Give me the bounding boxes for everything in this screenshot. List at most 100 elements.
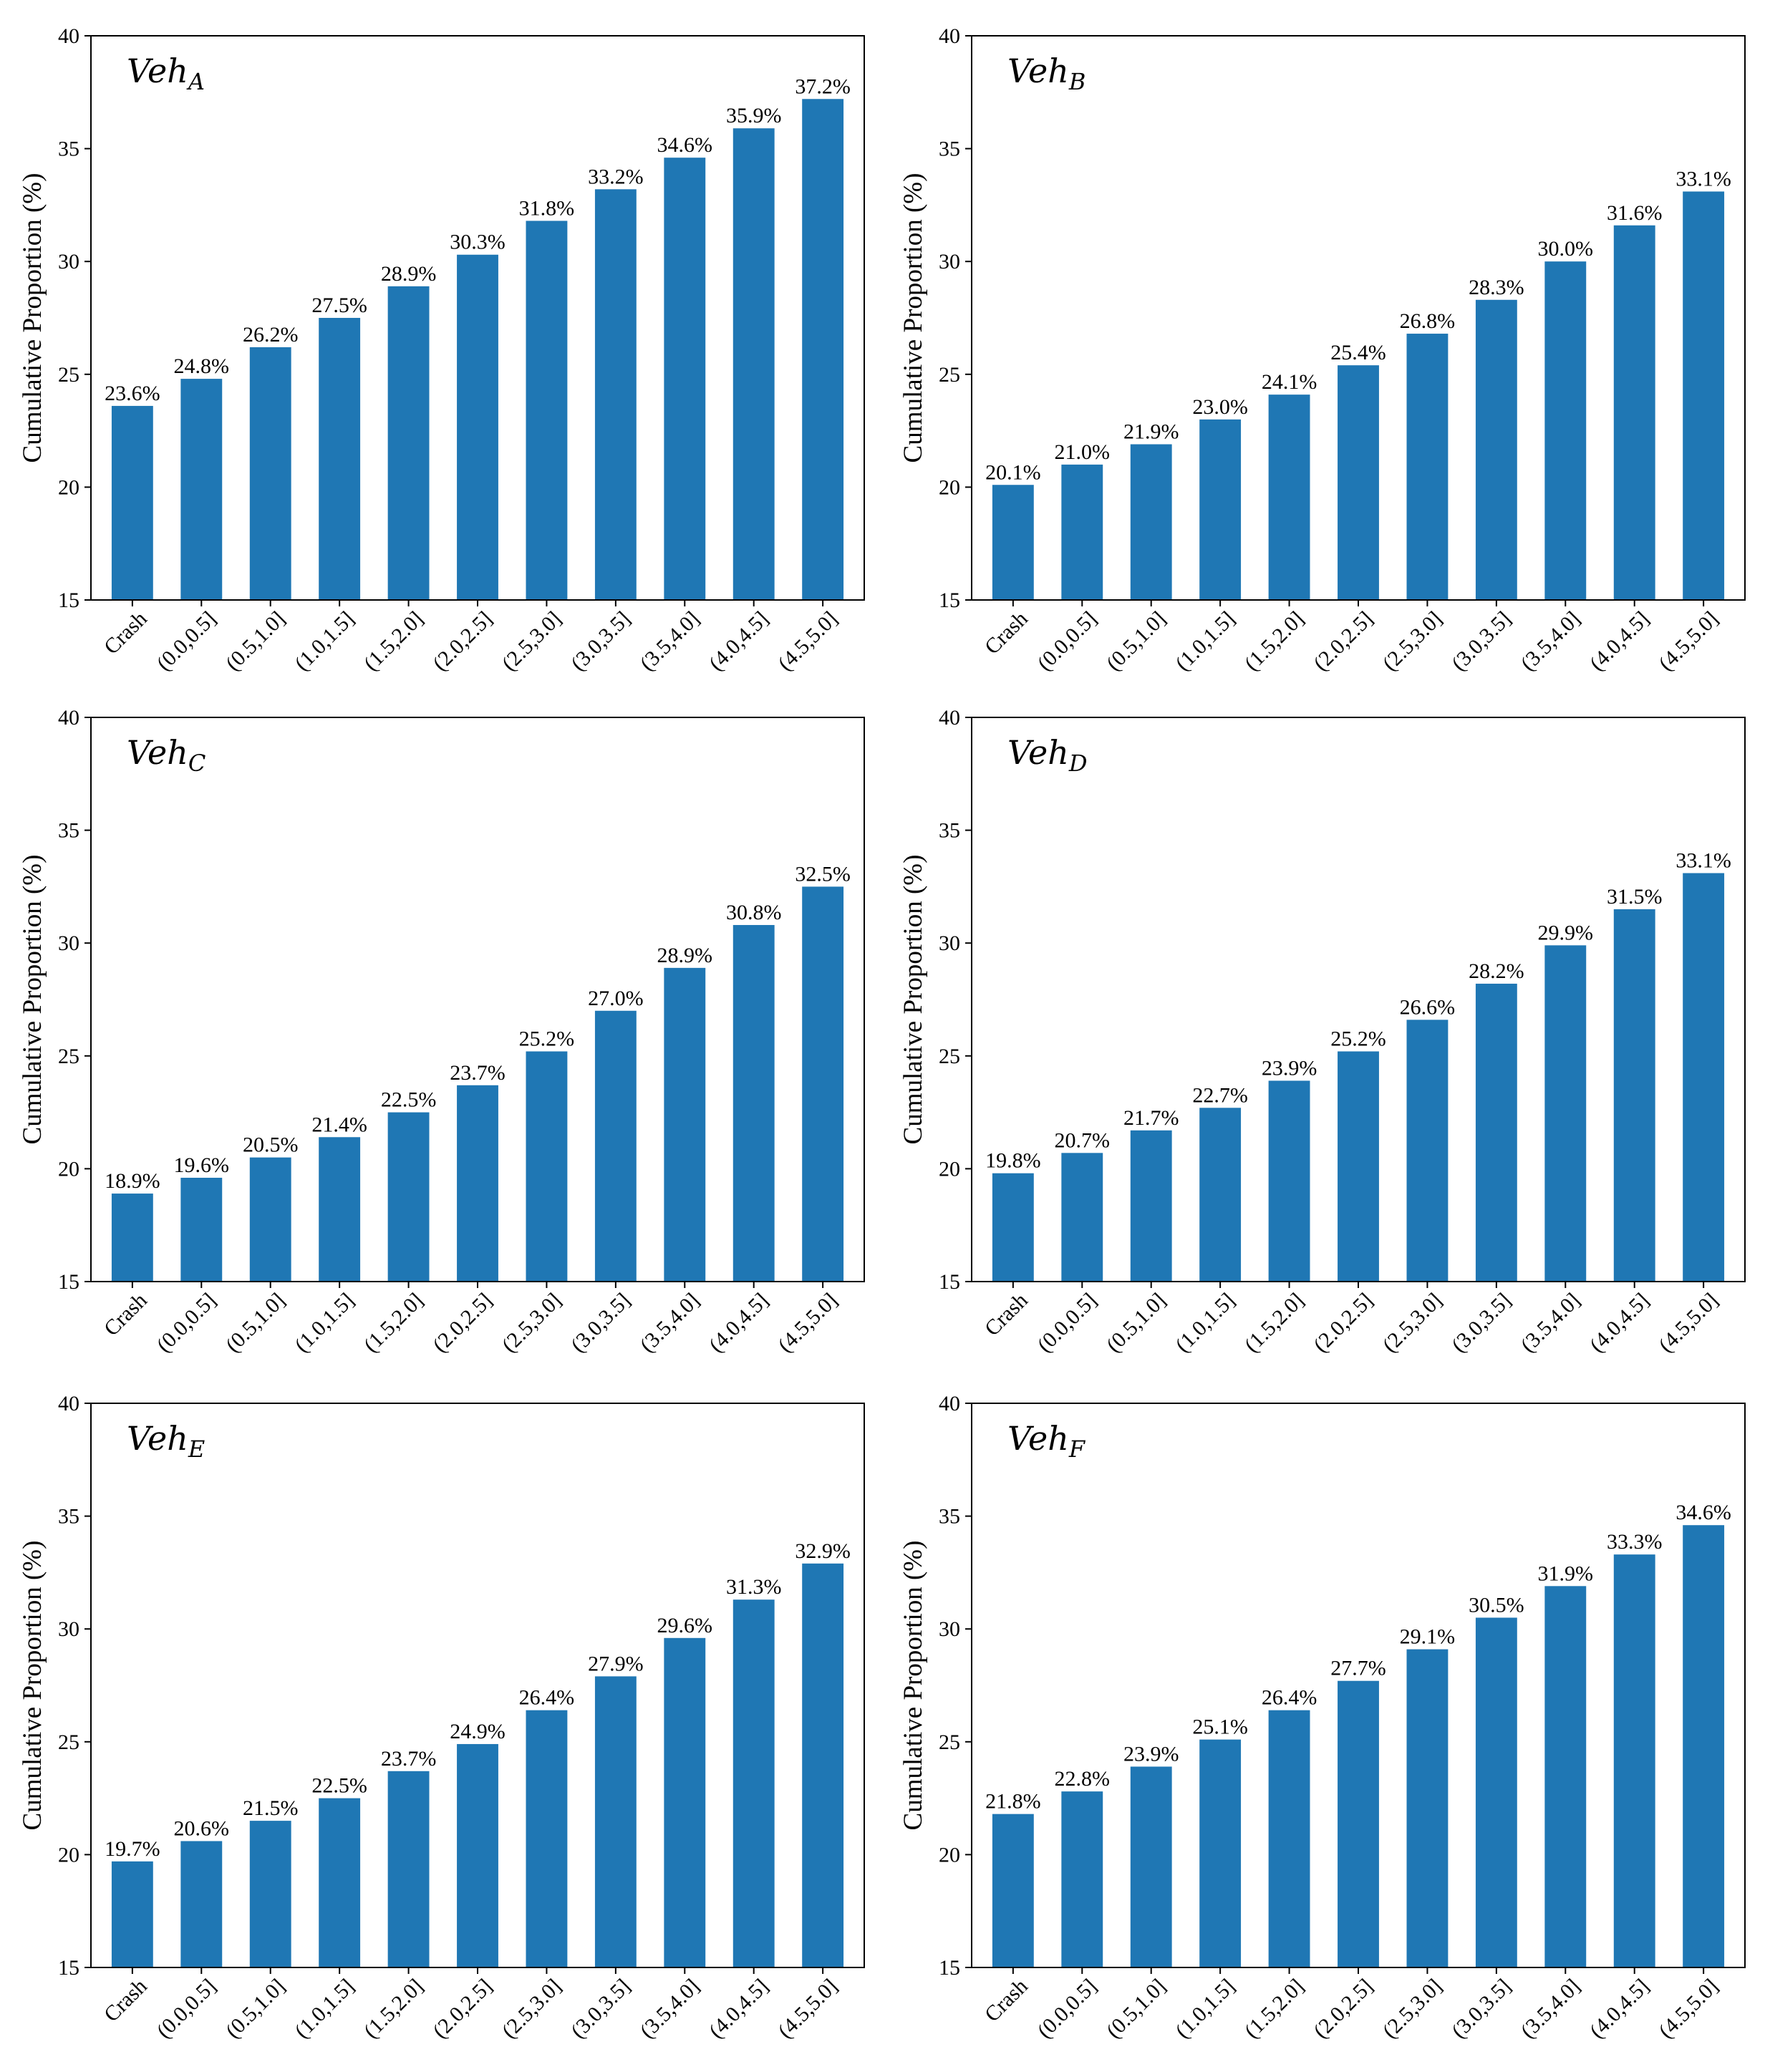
bar — [387, 1771, 430, 1967]
data-label: 33.3% — [1607, 1530, 1663, 1554]
y-tick-label: 15 — [939, 589, 960, 612]
y-tick-label: 40 — [939, 706, 960, 730]
bar — [664, 967, 706, 1282]
x-tick-label: (0.0,0.5] — [1033, 1975, 1101, 2043]
data-label: 28.3% — [1469, 276, 1524, 299]
data-label: 21.0% — [1055, 440, 1111, 464]
data-label: 22.5% — [381, 1088, 437, 1112]
data-label: 32.9% — [795, 1539, 851, 1563]
data-label: 21.9% — [1123, 420, 1179, 444]
data-label: 29.6% — [657, 1614, 713, 1637]
x-tick-label: (4.5,5.0] — [773, 1289, 842, 1357]
y-axis-title: Cumulative Proportion (%) — [899, 855, 928, 1145]
x-tick-label: (1.5,2.0] — [1240, 607, 1309, 676]
x-tick-label: (1.0,1.5] — [1171, 1975, 1239, 2043]
y-tick-label: 15 — [58, 1956, 79, 1980]
data-label: 30.0% — [1538, 237, 1594, 261]
bar — [180, 1841, 223, 1967]
bar — [594, 1676, 637, 1967]
bar — [180, 1178, 223, 1282]
chart-panel-a: 23.6% 24.8% 26.2% 27.5% 28.9% 30.3% 31.8% 33.2%… — [18, 24, 865, 676]
y-tick-label: 40 — [58, 24, 79, 48]
y-tick-label: 40 — [58, 1392, 79, 1415]
data-label: 33.1% — [1675, 848, 1731, 872]
data-label: 34.6% — [1675, 1501, 1731, 1524]
x-tick-label: (3.0,3.5] — [566, 1289, 635, 1357]
panel-title: VehA — [127, 52, 205, 95]
data-label: 24.8% — [174, 354, 230, 378]
bar — [1475, 299, 1517, 600]
panel-title-main: Veh — [1007, 733, 1069, 772]
x-tick-label: (3.5,4.0] — [635, 1975, 704, 2043]
x-tick-label: (4.0,4.5] — [705, 1289, 773, 1357]
bar — [526, 1710, 568, 1967]
bar — [732, 924, 775, 1282]
data-label: 31.9% — [1538, 1562, 1594, 1585]
data-label: 23.0% — [1192, 395, 1248, 419]
x-tick-label: (2.5,3.0] — [1378, 1289, 1447, 1357]
y-tick-label: 20 — [58, 1843, 79, 1867]
y-tick-label: 15 — [939, 1956, 960, 1980]
y-tick-label: 25 — [939, 363, 960, 387]
bar — [802, 1563, 844, 1967]
data-label: 20.7% — [1055, 1128, 1111, 1152]
x-tick-label: (1.0,1.5] — [1171, 607, 1239, 676]
data-label: 21.4% — [311, 1113, 367, 1136]
bar — [1199, 419, 1242, 600]
bar — [1268, 1080, 1310, 1282]
y-tick-label: 30 — [58, 250, 79, 273]
x-tick-label: Crash — [980, 1975, 1033, 2027]
bar — [802, 886, 844, 1282]
bar — [1544, 945, 1587, 1282]
x-tick-label: (0.0,0.5] — [1033, 1289, 1101, 1357]
data-label: 24.9% — [450, 1720, 506, 1743]
x-tick-label: (2.5,3.0] — [1378, 1975, 1447, 2043]
data-label: 21.5% — [243, 1796, 299, 1820]
x-tick-label: (1.5,2.0] — [359, 607, 428, 676]
data-label: 35.9% — [726, 104, 782, 127]
data-label: 22.5% — [311, 1774, 367, 1798]
bar — [1338, 1680, 1379, 1967]
x-tick-label: (3.0,3.5] — [566, 607, 635, 676]
y-tick-label: 35 — [58, 819, 79, 843]
panel-title-subscript: F — [1068, 1436, 1086, 1463]
bar — [732, 1599, 775, 1967]
bar — [1061, 1791, 1103, 1967]
data-label: 23.7% — [381, 1747, 437, 1771]
x-tick-label: (2.0,2.5] — [1309, 607, 1378, 676]
data-label: 31.6% — [1607, 201, 1663, 225]
data-label: 22.7% — [1192, 1083, 1248, 1107]
bar — [111, 1861, 153, 1967]
x-tick-label: (3.5,4.0] — [635, 607, 704, 676]
data-label: 30.8% — [726, 901, 782, 924]
x-tick-label: (0.0,0.5] — [152, 607, 221, 676]
y-tick-label: 25 — [58, 1730, 79, 1754]
x-tick-label: (1.5,2.0] — [359, 1975, 428, 2043]
y-tick-label: 30 — [58, 931, 79, 955]
x-tick-label: Crash — [980, 607, 1033, 659]
bar — [457, 254, 498, 600]
x-tick-label: (3.0,3.5] — [1447, 1289, 1516, 1357]
bar — [1199, 1108, 1242, 1282]
x-tick-label: (2.0,2.5] — [428, 1975, 497, 2043]
bar — [594, 1010, 637, 1282]
x-tick-label: (1.0,1.5] — [290, 1975, 359, 2043]
x-tick-label: (2.5,3.0] — [498, 607, 566, 676]
bar — [1683, 191, 1725, 600]
x-tick-label: (4.5,5.0] — [1654, 1289, 1723, 1357]
x-tick-label: (0.0,0.5] — [1033, 607, 1101, 676]
data-label: 23.7% — [450, 1061, 506, 1085]
bar — [664, 1637, 706, 1967]
x-tick-label: Crash — [100, 1289, 152, 1341]
y-tick-label: 30 — [939, 1617, 960, 1641]
y-axis-title: Cumulative Proportion (%) — [18, 1541, 47, 1831]
x-tick-label: (0.0,0.5] — [152, 1975, 221, 2043]
y-tick-label: 35 — [58, 1505, 79, 1529]
panel-title: VehC — [127, 733, 205, 777]
y-tick-label: 30 — [58, 1617, 79, 1641]
data-label: 28.9% — [657, 944, 713, 967]
chart-panel-b: 20.1% 21.0% 21.9% 23.0% 24.1% 25.4% 26.8% 28.3%… — [899, 24, 1746, 676]
data-label: 19.7% — [105, 1837, 160, 1861]
x-tick-label: (0.5,1.0] — [1102, 1975, 1171, 2043]
